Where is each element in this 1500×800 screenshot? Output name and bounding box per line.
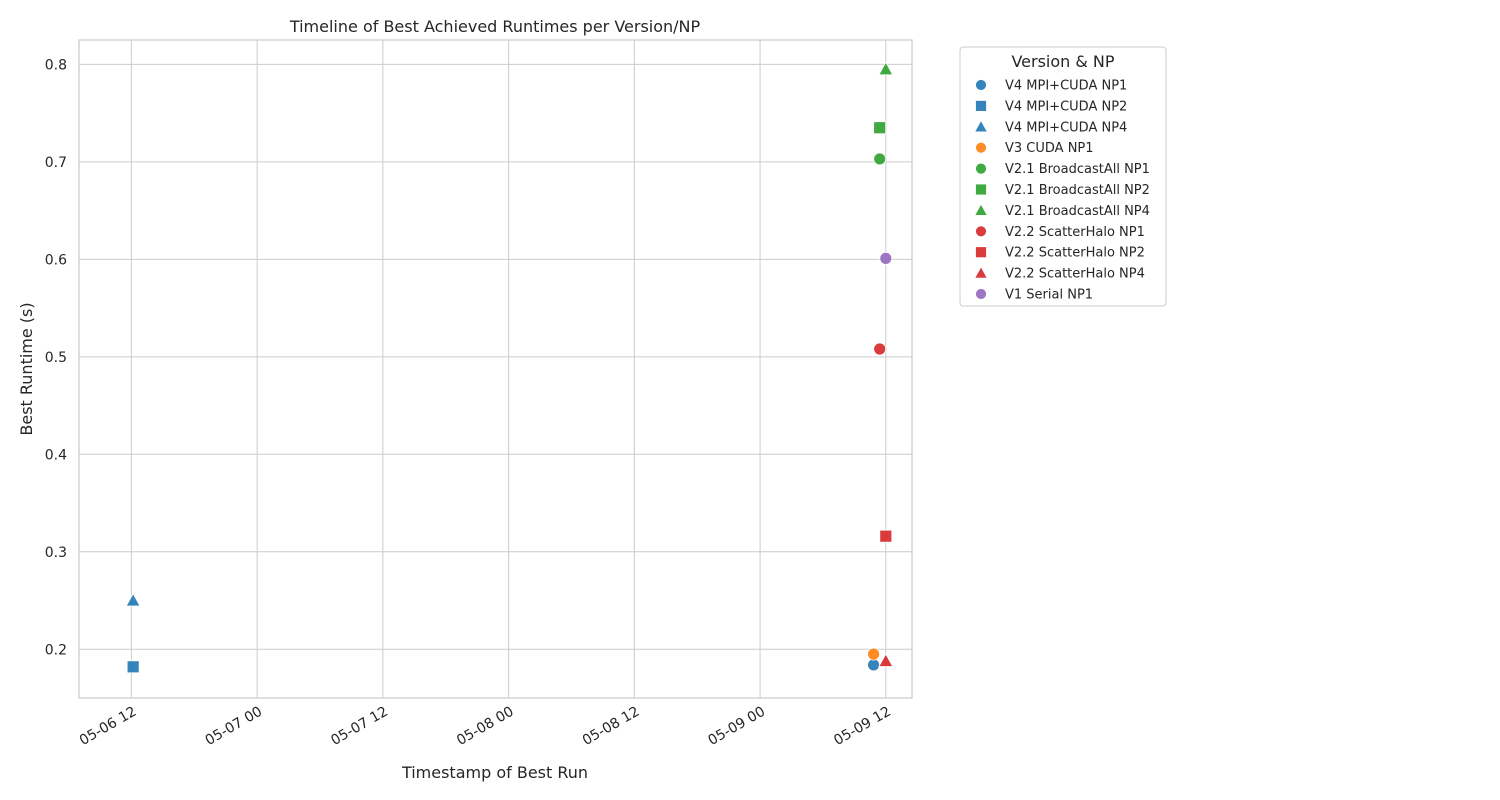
legend-marker: [973, 203, 989, 216]
legend-label: V2.2 ScatterHalo NP4: [1005, 267, 1145, 282]
legend-label: V4 MPI+CUDA NP1: [1005, 79, 1127, 94]
legend-label: V3 CUDA NP1: [1005, 141, 1094, 156]
legend-label: V2.1 BroadcastAll NP4: [1005, 204, 1150, 219]
y-axis-label: Best Runtime (s): [17, 302, 36, 435]
x-tick-labels: 05-06 12 05-07 00 05-07 12 05-08 00 05-08 12…: [77, 704, 894, 749]
legend-entries: V4 MPI+CUDA NP1 V4 MPI+CUDA NP2 V4 MPI+CUD…: [973, 79, 1150, 303]
y-tick-label: 0.4: [45, 447, 67, 463]
y-tick-label: 0.7: [45, 155, 67, 171]
data-point: [125, 592, 141, 607]
data-point: [878, 653, 894, 667]
legend-marker: [975, 288, 987, 300]
legend-marker: [975, 246, 987, 259]
data-point: [879, 251, 893, 265]
data-point: [867, 647, 880, 661]
legend-frame: [959, 46, 1167, 307]
data-point: [873, 342, 887, 356]
x-axis-label: Timestamp of Best Run: [401, 763, 588, 782]
x-tick-label: 05-07 00: [203, 704, 266, 749]
x-tick-label: 05-07 12: [328, 704, 391, 749]
x-tick-label: 05-06 12: [77, 704, 140, 749]
legend-label: V4 MPI+CUDA NP4: [1005, 120, 1127, 135]
x-tick-label: 05-09 12: [831, 704, 894, 749]
data-point: [867, 658, 880, 672]
legend-label: V2.1 BroadcastAll NP1: [1005, 162, 1150, 177]
legend-marker: [973, 119, 989, 133]
legend-marker: [975, 183, 987, 196]
data-point: [878, 61, 894, 76]
legend-label: V1 Serial NP1: [1005, 288, 1093, 303]
legend-marker: [975, 141, 987, 154]
y-tick-label: 0.2: [45, 642, 67, 658]
legend-label: V2.2 ScatterHalo NP2: [1005, 246, 1145, 261]
y-tick-label: 0.6: [45, 252, 67, 268]
grid-lines: [79, 40, 912, 698]
chart-title: Timeline of Best Achieved Runtimes per V…: [289, 17, 701, 36]
y-tick-label: 0.3: [45, 545, 67, 561]
y-tick-label: 0.8: [45, 57, 67, 73]
legend-marker: [975, 79, 987, 91]
data-point: [873, 152, 887, 166]
legend-title: Version & NP: [1011, 52, 1114, 71]
legend-marker: [975, 162, 987, 175]
x-tick-label: 05-09 00: [706, 704, 769, 749]
legend-marker: [975, 225, 987, 238]
x-tick-label: 05-08 00: [454, 704, 517, 749]
x-tick-label: 05-08 12: [580, 704, 643, 749]
legend-marker: [973, 265, 989, 279]
legend-label: V4 MPI+CUDA NP2: [1005, 99, 1127, 114]
legend-label: V2.1 BroadcastAll NP2: [1005, 183, 1150, 198]
y-tick-labels: 0.2 0.3 0.4 0.5 0.6 0.7 0.8: [45, 57, 67, 658]
data-point: [879, 529, 893, 543]
legend-marker: [975, 100, 987, 112]
legend-label: V2.2 ScatterHalo NP1: [1005, 225, 1145, 240]
data-point: [873, 121, 887, 135]
plot-frame: [78, 39, 913, 699]
data-point: [126, 660, 140, 674]
data-points: [125, 61, 894, 674]
y-tick-label: 0.5: [45, 350, 67, 366]
